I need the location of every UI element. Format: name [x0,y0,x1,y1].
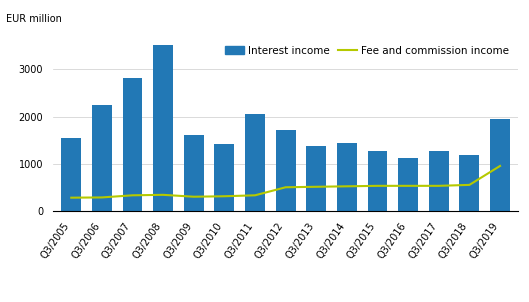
Bar [214,144,234,211]
Bar [276,130,296,211]
Text: EUR million: EUR million [6,14,62,24]
Bar [368,151,387,211]
Bar [337,143,357,211]
Bar [429,151,449,211]
Bar [490,119,510,211]
Bar [306,146,326,211]
Legend: Interest income, Fee and commission income: Interest income, Fee and commission inco… [221,41,513,60]
Bar [92,105,112,211]
Bar [184,135,204,211]
Bar [123,79,142,211]
Bar [245,114,265,211]
Bar [153,45,173,211]
Bar [61,137,81,211]
Bar [398,158,418,211]
Bar [460,155,479,211]
